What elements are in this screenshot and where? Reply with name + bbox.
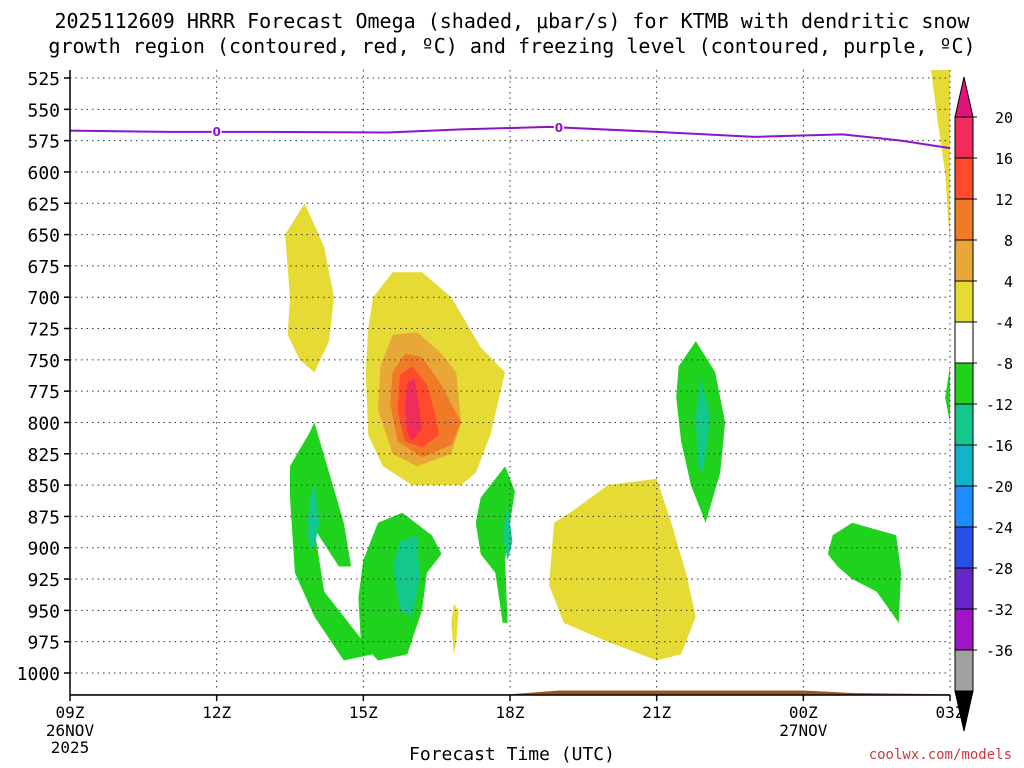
x-tick-date-00Z: 27NOV xyxy=(779,721,828,740)
y-tick-label-825: 825 xyxy=(27,445,60,466)
omega-region-yellow-blob-14z xyxy=(285,203,334,373)
freezing-level-label-0: 0 xyxy=(212,125,220,139)
omega-region-teal-22z xyxy=(695,378,711,473)
freezing-level-label-1: 0 xyxy=(555,121,563,135)
omega-region-teal-16z xyxy=(392,535,420,617)
colorbar-segment-13 xyxy=(954,649,974,692)
freezing-level-line xyxy=(70,125,950,150)
y-tick-label-750: 750 xyxy=(27,351,60,372)
colorbar-segment-4 xyxy=(954,280,974,323)
x-tick-label-00Z: 00Z xyxy=(789,703,818,722)
colorbar-label-7: -12 xyxy=(986,396,1013,414)
y-tick-label-775: 775 xyxy=(27,382,60,403)
chart-title-line-2: growth region (contoured, red, ºC) and f… xyxy=(48,34,976,58)
colorbar-label-9: -20 xyxy=(986,478,1013,496)
colorbar-label-1: 16 xyxy=(995,150,1013,168)
y-axis-ticks: 525 550 575 600 625 650 675 700 725 750 775 800 825 8… xyxy=(17,69,70,685)
colorbar-segment-2 xyxy=(954,198,974,241)
y-tick-label-975: 975 xyxy=(27,633,60,654)
x-tick-label-21Z: 21Z xyxy=(642,703,671,722)
x-axis-title: Forecast Time (UTC) xyxy=(409,744,615,765)
colorbar-segment-8 xyxy=(954,444,974,487)
y-tick-label-800: 800 xyxy=(27,413,60,434)
colorbar-bottom-arrow xyxy=(954,690,974,732)
plot-area xyxy=(70,70,950,690)
x-tick-date-09Z: 26NOV xyxy=(46,721,95,740)
freezing-level-label-bg-0 xyxy=(211,124,222,139)
y-tick-label-725: 725 xyxy=(27,320,60,341)
colorbar-label-3: 8 xyxy=(1004,232,1013,250)
colorbar-segment-0 xyxy=(954,116,974,159)
omega-region-green-18z xyxy=(475,466,515,623)
omega-shading-layer xyxy=(285,70,950,661)
omega-region-yellow-blob-20z xyxy=(549,478,696,661)
grid-lines xyxy=(69,70,951,690)
x-tick-label-12Z: 12Z xyxy=(202,703,231,722)
colorbar-label-6: -8 xyxy=(995,355,1013,373)
x-tick-year-09Z: 2025 xyxy=(51,738,90,757)
colorbar-label-4: 4 xyxy=(1004,273,1013,291)
colorbar-label-0: 20 xyxy=(995,109,1013,127)
x-tick-label-03Z: 03Z xyxy=(936,703,965,722)
colorbar-segment-11 xyxy=(954,567,974,610)
colorbar-segment-12 xyxy=(954,608,974,651)
y-tick-label-925: 925 xyxy=(27,570,60,591)
colorbar-label-10: -24 xyxy=(986,519,1013,537)
y-tick-label-875: 875 xyxy=(27,507,60,528)
colorbar-segment-10 xyxy=(954,526,974,569)
freezing-level-label-bg-1 xyxy=(553,121,564,136)
terrain-band xyxy=(70,690,950,695)
y-tick-label-850: 850 xyxy=(27,476,60,497)
y-tick-label-575: 575 xyxy=(27,132,60,153)
y-tick-label-550: 550 xyxy=(27,100,60,121)
colorbar-label-8: -16 xyxy=(986,437,1013,455)
colorbar-label-5: -4 xyxy=(995,314,1013,332)
chart-title-line-1: 2025112609 HRRR Forecast Omega (shaded, … xyxy=(54,9,970,33)
colorbar-segment-3 xyxy=(954,239,974,282)
omega-region-magenta-16z xyxy=(404,378,422,442)
colorbar-segment-6 xyxy=(954,362,974,405)
x-tick-label-09Z: 09Z xyxy=(56,703,85,722)
y-tick-label-1000: 1000 xyxy=(17,664,60,685)
y-tick-label-625: 625 xyxy=(27,194,60,215)
colorbar-label-11: -28 xyxy=(986,560,1013,578)
colorbar-label-2: 12 xyxy=(995,191,1013,209)
y-tick-label-600: 600 xyxy=(27,163,60,184)
y-tick-label-650: 650 xyxy=(27,226,60,247)
colorbar-label-12: -32 xyxy=(986,601,1013,619)
x-tick-label-18Z: 18Z xyxy=(496,703,525,722)
y-tick-label-950: 950 xyxy=(27,601,60,622)
colorbar-segment-1 xyxy=(954,157,974,200)
colorbar-segment-5 xyxy=(954,321,974,364)
y-tick-label-900: 900 xyxy=(27,539,60,560)
x-tick-label-15Z: 15Z xyxy=(349,703,378,722)
colorbar-label-13: -36 xyxy=(986,642,1013,660)
colorbar: 20 16 12 8 4 -4 -8 -12 -16 -20 -24 -28 -32 -36 xyxy=(954,76,1013,732)
terrain-layer xyxy=(70,690,950,695)
omega-region-green-right-edge xyxy=(945,366,950,423)
colorbar-segment-9 xyxy=(954,485,974,528)
y-tick-label-525: 525 xyxy=(27,69,60,90)
y-tick-label-700: 700 xyxy=(27,288,60,309)
omega-region-yellow-right-edge xyxy=(930,70,950,248)
omega-region-green-14z xyxy=(290,422,374,661)
omega-region-teal-18z xyxy=(502,503,513,561)
colorbar-top-arrow xyxy=(954,76,974,118)
omega-region-yellow-sliver-17z xyxy=(451,604,459,655)
colorbar-segment-7 xyxy=(954,403,974,446)
credit-link[interactable]: coolwx.com/models xyxy=(868,747,1012,763)
y-tick-label-675: 675 xyxy=(27,257,60,278)
